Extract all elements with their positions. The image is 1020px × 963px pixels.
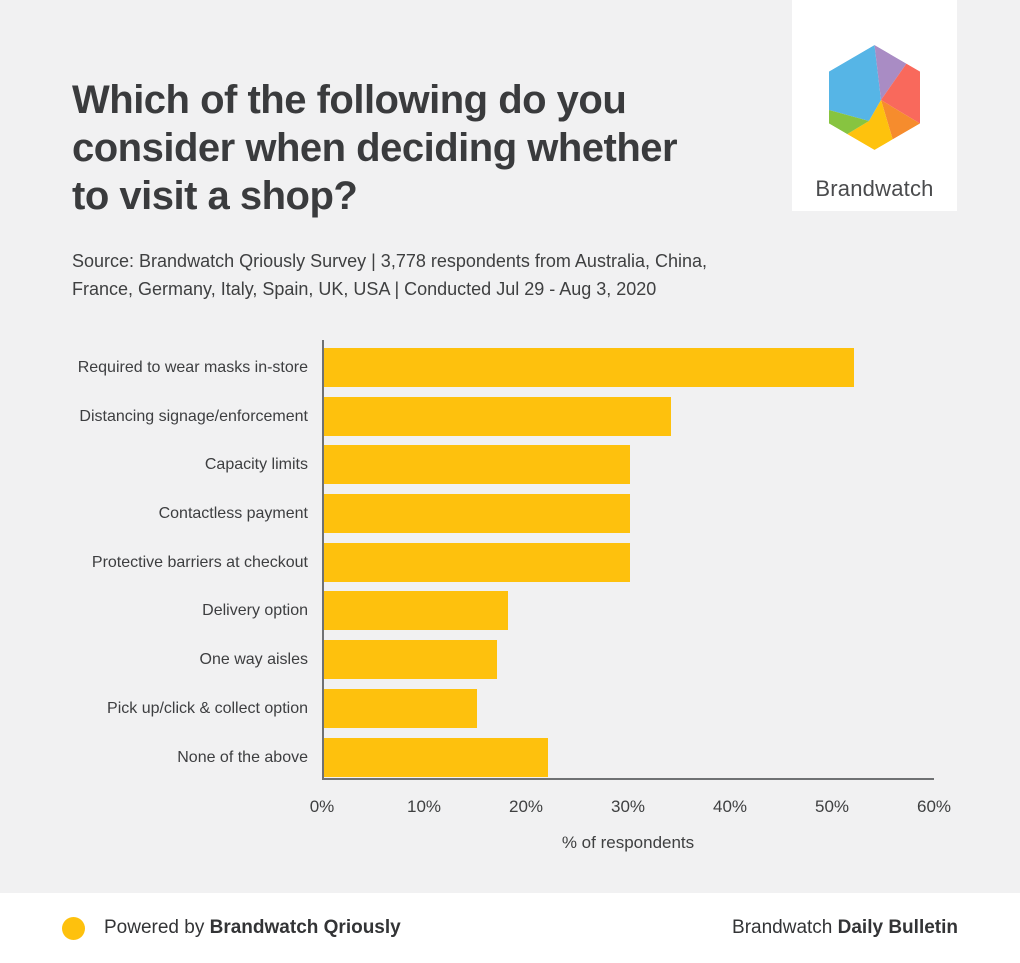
- chart-row: None of the above: [60, 737, 936, 777]
- chart-row: Distancing signage/enforcement: [60, 396, 936, 436]
- powered-by-text: Powered by Brandwatch Qriously: [104, 917, 401, 939]
- bar: [324, 688, 477, 728]
- powered-by-brand: Brandwatch Qriously: [209, 917, 401, 938]
- source-note: Source: Brandwatch Qriously Survey | 3,7…: [72, 251, 707, 299]
- bar-track: [324, 396, 936, 436]
- x-tick-label: 50%: [814, 797, 850, 816]
- bar: [324, 348, 855, 387]
- bar-track: [324, 591, 936, 631]
- chart-rows: Required to wear masks in-store Distancin…: [60, 348, 936, 786]
- category-label: Delivery option: [202, 602, 308, 620]
- x-tick-label: 20%: [508, 797, 544, 816]
- x-ticks: 0% 10% 20% 30% 40% 50% 60%: [310, 797, 951, 819]
- bar: [324, 591, 508, 631]
- chart-row: Capacity limits: [60, 445, 936, 485]
- category-label: Pick up/click & collect option: [107, 699, 308, 717]
- page-title: Which of the following do you consider w…: [72, 78, 678, 218]
- bar-track: [324, 445, 936, 485]
- bar: [324, 494, 630, 534]
- bar-track: [324, 494, 936, 534]
- category-label: One way aisles: [199, 651, 309, 669]
- bar-track: [324, 348, 936, 387]
- chart-row: Delivery option: [60, 591, 936, 631]
- x-tick-label: 10%: [406, 797, 442, 816]
- footer: Powered by Brandwatch Qriously Brandwatc…: [0, 893, 1020, 963]
- bar: [324, 396, 671, 436]
- chart-row: Pick up/click & collect option: [60, 688, 936, 728]
- brandwatch-logo-text: Brandwatch: [815, 176, 934, 201]
- daily-bulletin-text: Brandwatch Daily Bulletin: [732, 917, 958, 939]
- x-tick-label: 40%: [712, 797, 748, 816]
- category-label: Contactless payment: [158, 505, 308, 523]
- chart-row: Protective barriers at checkout: [60, 542, 936, 582]
- bar-track: [324, 688, 936, 728]
- category-label: Distancing signage/enforcement: [79, 407, 308, 425]
- chart-row: One way aisles: [60, 640, 936, 680]
- bar-track: [324, 640, 936, 680]
- brandwatch-logo-icon: [829, 45, 920, 150]
- bar: [324, 737, 549, 777]
- footer-powered-by: Powered by Brandwatch Qriously: [62, 916, 401, 940]
- chart-row: Required to wear masks in-store: [60, 348, 936, 387]
- powered-by-prefix: Powered by: [104, 917, 210, 938]
- bar-chart: Required to wear masks in-store Distancin…: [60, 340, 951, 860]
- chart-row: Contactless payment: [60, 494, 936, 534]
- category-label: Required to wear masks in-store: [77, 359, 308, 376]
- x-axis-title: % of respondents: [561, 833, 695, 852]
- x-tick-label: 0%: [309, 797, 335, 816]
- axis-frame: [322, 340, 934, 780]
- category-label: Protective barriers at checkout: [91, 553, 308, 571]
- x-tick-label: 30%: [610, 797, 646, 816]
- bar-track: [324, 542, 936, 582]
- bar-track: [324, 737, 936, 777]
- daily-bulletin-bold: Daily Bulletin: [837, 917, 958, 938]
- bar: [324, 640, 498, 680]
- qriously-dot-icon: [62, 916, 85, 940]
- daily-bulletin-prefix: Brandwatch: [732, 917, 838, 938]
- bar: [324, 445, 630, 485]
- x-tick-label: 60%: [916, 797, 952, 816]
- category-label: Capacity limits: [204, 456, 308, 474]
- brandwatch-logo-card: Brandwatch: [792, 0, 957, 211]
- bar: [324, 542, 630, 582]
- category-label: None of the above: [177, 748, 308, 766]
